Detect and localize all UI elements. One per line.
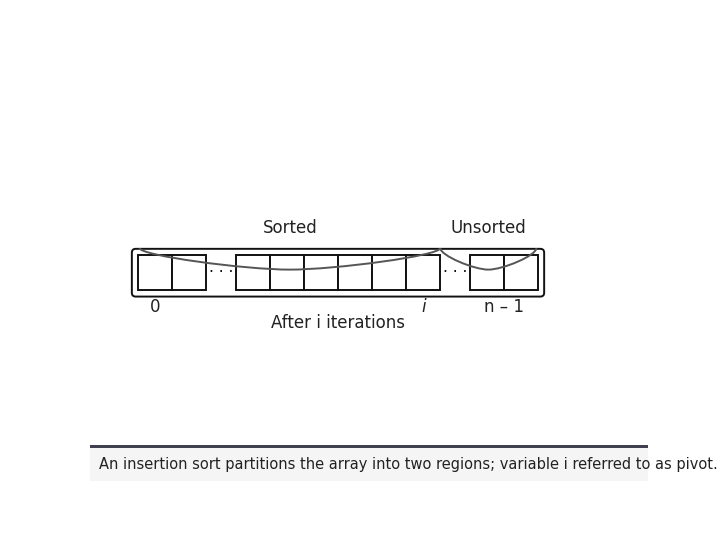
Text: · · ·: · · · (209, 265, 233, 280)
Bar (90, 445, 648, 448)
Text: · · ·: · · · (443, 265, 467, 280)
Bar (469, 255, 504, 291)
Text: After i iterations: After i iterations (271, 314, 405, 332)
Bar (90, 445, 648, 481)
Bar (172, 255, 206, 291)
Text: Unsorted: Unsorted (451, 219, 526, 237)
Text: n – 1: n – 1 (484, 298, 524, 316)
Text: i: i (421, 298, 426, 316)
Bar (504, 255, 538, 291)
Bar (338, 255, 372, 291)
Bar (372, 255, 406, 291)
Bar (138, 255, 172, 291)
Bar (270, 255, 304, 291)
Text: An insertion sort partitions the array into two regions; variable i referred to : An insertion sort partitions the array i… (99, 457, 718, 472)
Text: 0: 0 (150, 298, 161, 316)
Bar (304, 255, 338, 291)
Text: Sorted: Sorted (263, 219, 318, 237)
Bar (406, 255, 441, 291)
Bar (235, 255, 270, 291)
